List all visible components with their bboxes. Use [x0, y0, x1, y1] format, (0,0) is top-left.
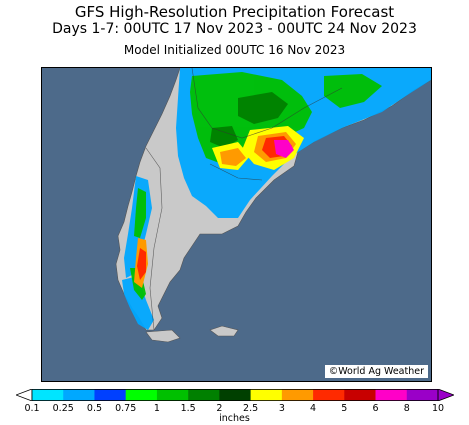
- legend-min-arrow: [16, 389, 33, 401]
- legend-tick-label: 4: [310, 403, 317, 414]
- legend-swatch: [63, 389, 95, 401]
- map-credit: ©World Ag Weather: [324, 365, 428, 378]
- legend-units: inches: [219, 413, 250, 424]
- legend-max-arrow: [437, 389, 454, 401]
- legend-swatch: [188, 389, 220, 401]
- model-init-time: Model Initialized 00UTC 16 Nov 2023: [123, 43, 346, 57]
- legend-tick-label: 2: [216, 403, 223, 414]
- legend-tick-label: 1.5: [180, 403, 196, 414]
- legend-tick-label: 5: [341, 403, 348, 414]
- legend-tick-label: 3: [278, 403, 285, 414]
- precip-peak: [274, 140, 294, 158]
- legend-swatch: [32, 389, 64, 401]
- legend-swatch: [156, 389, 189, 401]
- legend-swatch: [125, 389, 158, 401]
- legend-tick-label: 1: [153, 403, 160, 414]
- legend-tick-label: 0.25: [52, 403, 74, 414]
- legend-swatch: [406, 389, 439, 401]
- legend-swatch: [375, 389, 408, 401]
- legend-tick-label: 6: [372, 403, 379, 414]
- legend-swatch: [313, 389, 345, 401]
- legend-swatch: [94, 389, 126, 401]
- legend-tick-label: 0.1: [24, 403, 40, 414]
- legend-tick-label: 10: [431, 403, 445, 414]
- precip-heavy: [210, 92, 288, 148]
- legend-tick-label: 0.75: [115, 403, 137, 414]
- legend-swatch: [281, 389, 314, 401]
- legend-tick-label: 8: [403, 403, 410, 414]
- legend-swatch: [219, 389, 251, 401]
- political-borders: [145, 68, 343, 331]
- map-title: GFS High-Resolution Precipitation Foreca…: [74, 3, 395, 21]
- forecast-period: Days 1-7: 00UTC 17 Nov 2023 - 00UTC 24 N…: [52, 21, 417, 37]
- color-legend: [16, 389, 454, 401]
- legend-tick-label: 2.5: [243, 403, 259, 414]
- legend-swatch: [250, 389, 283, 401]
- precipitation-map: ©World Ag Weather: [41, 67, 432, 382]
- legend-tick-label: 0.5: [86, 403, 103, 414]
- legend-swatch: [344, 389, 376, 401]
- legend-outline: [31, 389, 439, 401]
